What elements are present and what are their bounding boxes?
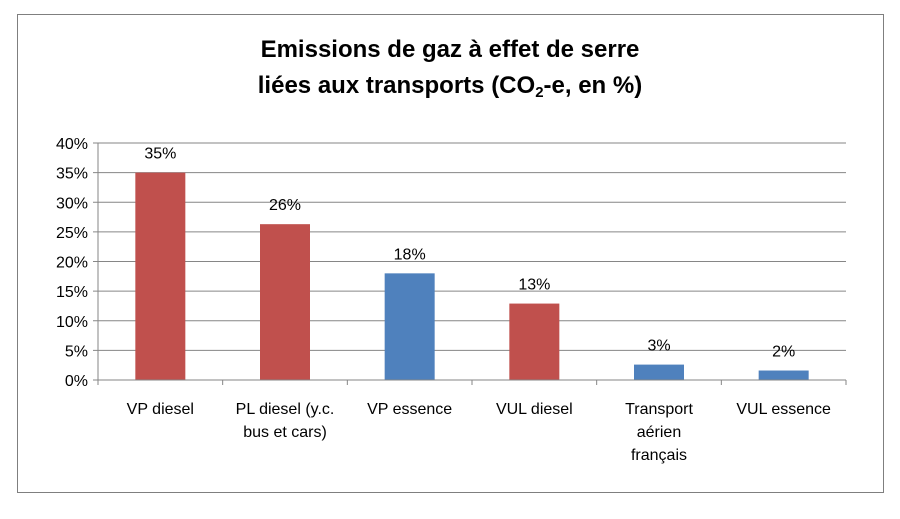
bar	[758, 370, 809, 380]
y-axis-tick-labels: 0% 5% 10% 15% 20% 25% 30% 35% 40%	[56, 136, 88, 390]
x-category-label: VP essence	[367, 401, 452, 418]
x-category-label: bus et cars)	[243, 424, 327, 441]
y-tick-label: 10%	[56, 314, 88, 331]
y-tick-label: 35%	[56, 166, 88, 183]
data-label: 26%	[269, 197, 301, 214]
x-category-label: VUL essence	[736, 401, 831, 418]
chart-title-line2-prefix: liées aux transports (CO	[257, 72, 536, 99]
x-category-label: français	[631, 447, 687, 464]
y-tick-label: 40%	[56, 136, 88, 153]
axes	[93, 142, 847, 385]
chart-title-subscript: 2	[535, 84, 544, 101]
bar	[384, 273, 435, 380]
bar	[135, 172, 186, 380]
chart-title-line2-suffix: -e, en %)	[543, 72, 643, 99]
x-axis-category-labels: VP diesel PL diesel (y.c. bus et cars) VP e…	[127, 401, 831, 464]
y-tick-label: 20%	[56, 255, 88, 272]
x-category-label: PL diesel (y.c.	[236, 401, 335, 418]
data-labels: 35% 26% 18% 13% 3% 2%	[144, 146, 795, 361]
data-label: 2%	[772, 344, 795, 361]
x-category-label: Transport	[625, 401, 693, 418]
data-label: 18%	[394, 246, 426, 263]
y-tick-label: 0%	[65, 373, 88, 390]
x-category-label: VP diesel	[127, 401, 194, 418]
data-label: 3%	[647, 338, 670, 355]
chart-title: Emissions de gaz à effet de serre liées …	[0, 32, 900, 104]
bar	[634, 364, 684, 380]
bar	[509, 303, 560, 380]
chart-title-line2: liées aux transports (CO2-e, en %)	[0, 68, 900, 104]
chart-title-line1: Emissions de gaz à effet de serre	[260, 36, 640, 63]
gridlines	[98, 142, 846, 351]
bar	[260, 224, 310, 380]
x-category-label: aérien	[637, 424, 681, 441]
data-label: 13%	[518, 277, 550, 294]
y-tick-label: 5%	[65, 343, 88, 360]
x-category-label: VUL diesel	[496, 401, 573, 418]
y-tick-label: 15%	[56, 284, 88, 301]
y-tick-label: 30%	[56, 195, 88, 212]
bars	[135, 172, 809, 380]
y-tick-label: 25%	[56, 225, 88, 242]
data-label: 35%	[144, 146, 176, 163]
